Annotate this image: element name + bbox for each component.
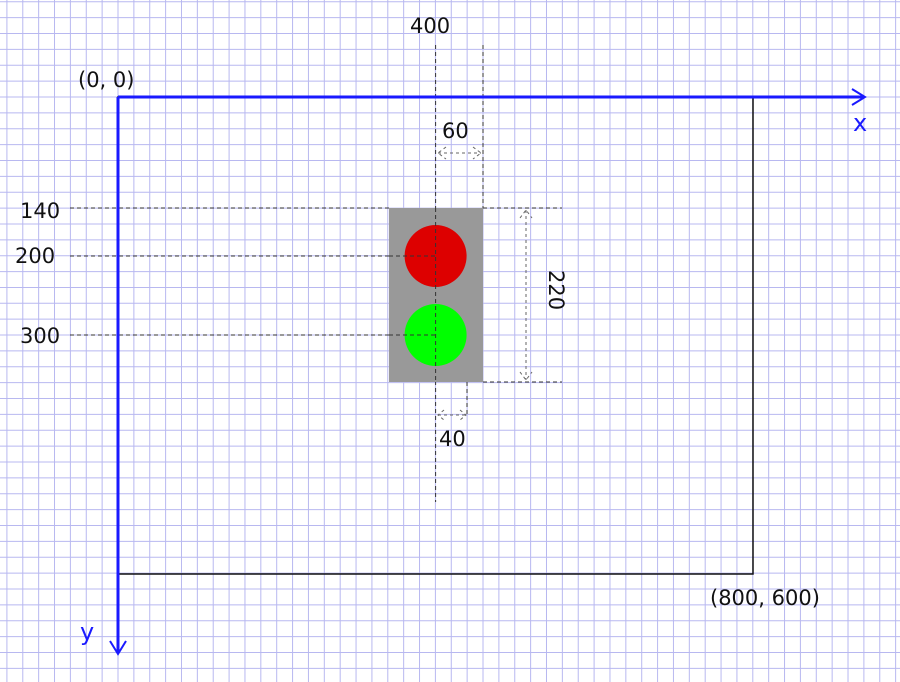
label-y-axis: y bbox=[80, 618, 94, 646]
dimension-60 bbox=[437, 146, 482, 160]
label-height-220: 220 bbox=[544, 270, 568, 310]
red-light bbox=[404, 225, 467, 287]
label-corner: (800, 600) bbox=[710, 586, 820, 610]
dimension-220 bbox=[519, 209, 533, 381]
x-axis bbox=[118, 88, 867, 106]
label-origin: (0, 0) bbox=[78, 68, 134, 92]
label-x-400: 400 bbox=[410, 14, 450, 38]
label-radius-40: 40 bbox=[439, 427, 466, 451]
label-y-140: 140 bbox=[20, 199, 60, 223]
dimension-40 bbox=[437, 409, 467, 421]
label-width-60: 60 bbox=[442, 119, 469, 143]
y-axis bbox=[109, 97, 127, 656]
label-y-300: 300 bbox=[20, 324, 60, 348]
label-x-axis: x bbox=[853, 109, 867, 137]
label-y-200: 200 bbox=[15, 244, 55, 268]
